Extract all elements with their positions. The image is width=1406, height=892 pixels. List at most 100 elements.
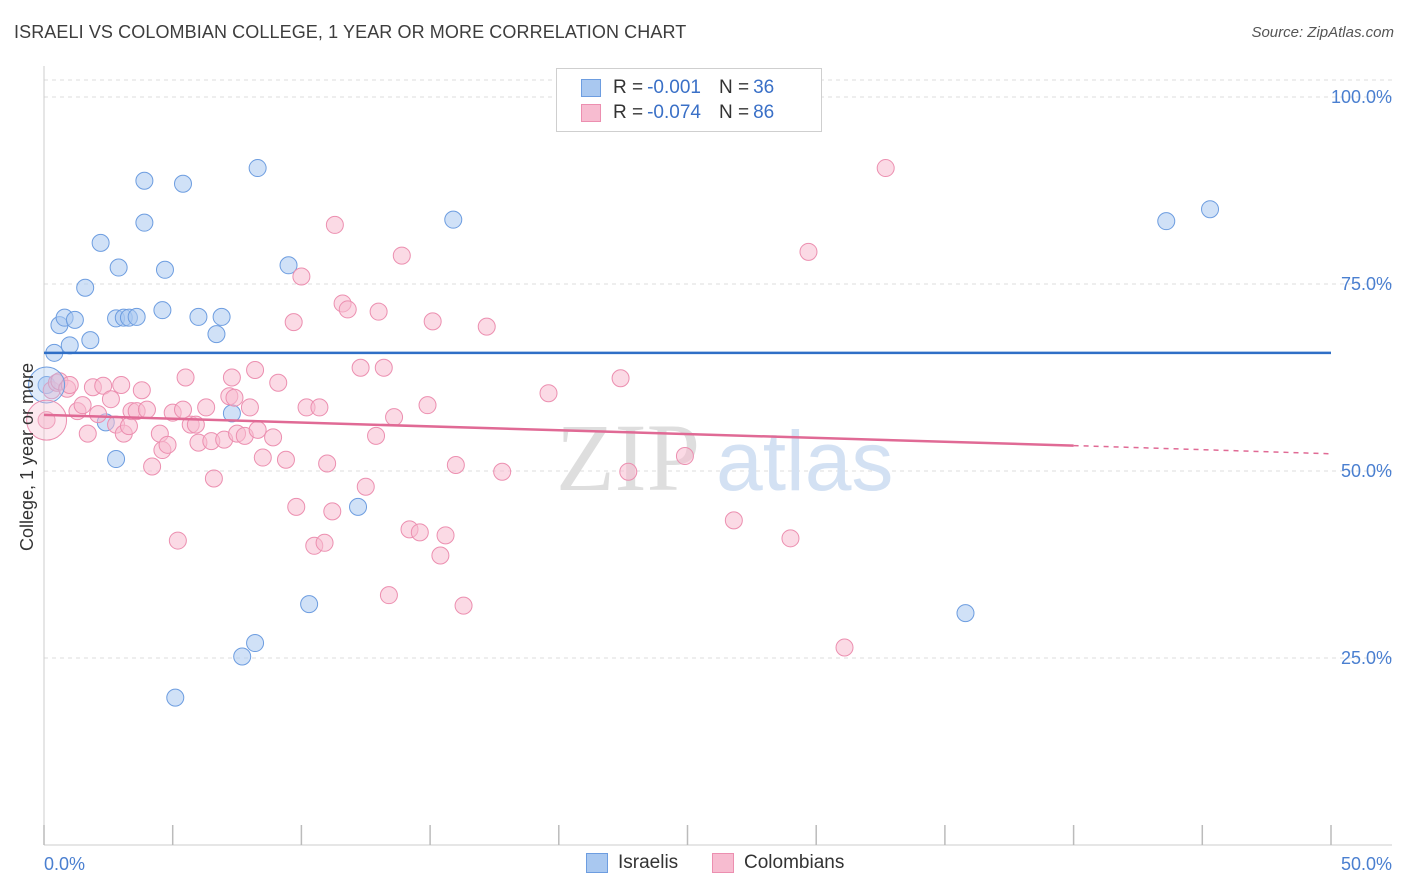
colombians-point [276, 450, 295, 469]
israelis-legend-swatch [586, 853, 608, 873]
colombians-point [338, 300, 357, 319]
colombians-point [137, 400, 156, 419]
correlation-legend: R = -0.001 N = 36 R = -0.074 N = 86 [556, 68, 822, 132]
colombians-point [73, 396, 92, 415]
colombians-point [454, 596, 473, 615]
israelis-swatch [581, 79, 601, 97]
israelis-point [76, 278, 95, 297]
israelis-point [212, 307, 231, 326]
colombians-point [392, 246, 411, 265]
colombians-point [292, 267, 311, 286]
y-tick-label: 50.0% [1341, 461, 1392, 481]
colombians-point [799, 242, 818, 261]
colombians-point [158, 435, 177, 454]
colombians-point [315, 533, 334, 552]
colombians-point [269, 373, 288, 392]
y-tick-label: 75.0% [1341, 274, 1392, 294]
colombians-point [611, 369, 630, 388]
colombians-point [323, 502, 342, 521]
colombians-point [248, 420, 267, 439]
israelis-point [444, 210, 463, 229]
colombians-n-value: 86 [753, 102, 775, 123]
colombians-point [60, 375, 79, 394]
israelis-point [233, 647, 252, 666]
colombians-point [264, 428, 283, 447]
colombians-point [385, 408, 404, 427]
israelis-point [65, 310, 84, 329]
israelis-legend-label: Israelis [618, 852, 679, 873]
colombians-point [724, 511, 743, 530]
colombians-trend-extension [1073, 444, 1332, 455]
israelis-n-value: 36 [753, 77, 775, 98]
colombians-point [423, 312, 442, 331]
colombians-point [675, 447, 694, 466]
colombians-point [835, 638, 854, 657]
colombians-trend-line [43, 413, 1074, 447]
israelis-point [207, 325, 226, 344]
colombians-point [143, 457, 162, 476]
colombians-point [374, 358, 393, 377]
colombians-legend-label: Colombians [744, 852, 845, 873]
x-tick-label-min: 0.0% [44, 854, 85, 874]
israelis-point [956, 604, 975, 623]
colombians-point [240, 398, 259, 417]
colombians-point [112, 375, 131, 394]
colombians-point [204, 469, 223, 488]
colombians-point [173, 400, 192, 419]
colombians-point [379, 586, 398, 605]
colombians-point [287, 497, 306, 516]
colombians-point [246, 361, 265, 380]
israelis-cluster-point [28, 366, 66, 404]
israelis-point [107, 450, 126, 469]
israelis-point [246, 634, 265, 653]
colombians-n-label: N = [718, 102, 750, 123]
israelis-point [189, 307, 208, 326]
israelis-point [91, 233, 110, 252]
colombians-point [493, 462, 512, 481]
colombians-point [781, 529, 800, 548]
axes: 25.0% 50.0% 75.0% 100.0% 0.0% 50.0% [43, 66, 1392, 874]
colombians-point [197, 398, 216, 417]
colombians-point [539, 384, 558, 403]
colombians-point [168, 531, 187, 550]
israelis-point [60, 336, 79, 355]
colombians-point [876, 159, 895, 178]
colombians-point [619, 462, 638, 481]
colombians-point [78, 424, 97, 443]
israelis-point [349, 497, 368, 516]
y-axis-label: College, 1 year or more [17, 363, 37, 551]
colombians-point [369, 302, 388, 321]
source-note: Source: ZipAtlas.com [1251, 24, 1394, 41]
colombians-point [367, 426, 386, 445]
y-tick-label: 25.0% [1341, 648, 1392, 668]
colombians-point [325, 215, 344, 234]
israelis-point [1157, 212, 1176, 231]
x-tick-label-max: 50.0% [1341, 854, 1392, 874]
colombians-point [310, 398, 329, 417]
israelis-point [109, 258, 128, 277]
colombians-point [410, 523, 429, 542]
colombians-legend-swatch [712, 853, 734, 873]
colombians-point [222, 368, 241, 387]
israelis-n-label: N = [718, 77, 750, 98]
legend-row-colombians: R = -0.074 N = 86 [581, 101, 774, 125]
trend-lines [43, 351, 1332, 455]
data-points [26, 159, 1220, 707]
israelis-point [279, 256, 298, 275]
israelis-point [248, 159, 267, 178]
israelis-point [300, 595, 319, 614]
colombians-point [132, 381, 151, 400]
colombians-point [477, 317, 496, 336]
watermark-zip: ZIP [556, 404, 700, 511]
colombians-point [431, 546, 450, 565]
colombians-r-value: -0.074 [647, 102, 701, 123]
colombians-point [94, 376, 113, 395]
israelis-point [135, 213, 154, 232]
israelis-r-label: R = [613, 77, 644, 98]
israelis-point [166, 688, 185, 707]
colombians-point [446, 456, 465, 475]
israelis-point [173, 174, 192, 193]
colombians-point [356, 477, 375, 496]
israelis-r-value: -0.001 [647, 77, 701, 98]
